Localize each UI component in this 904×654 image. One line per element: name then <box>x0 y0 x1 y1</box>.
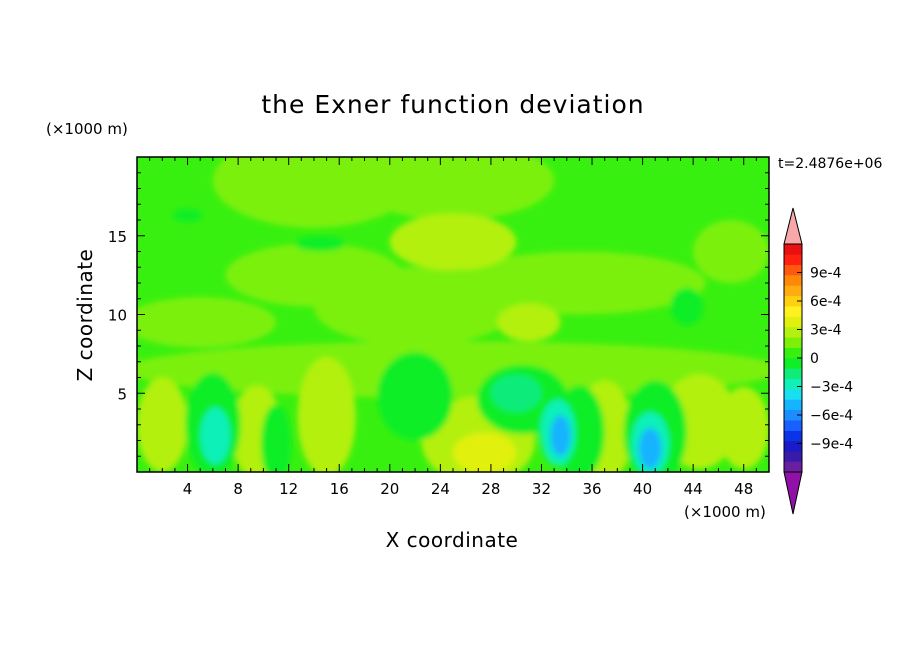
y-tick-label: 5 <box>117 385 127 403</box>
chart-title: the Exner function deviation <box>261 90 644 119</box>
colorbar-segment <box>784 461 802 473</box>
contour-region <box>638 427 662 469</box>
x-tick-label: 48 <box>734 480 753 498</box>
x-tick-label: 12 <box>279 480 298 498</box>
contour-region <box>351 157 555 220</box>
colorbar-label: 9e-4 <box>810 266 842 282</box>
colorbar-segment <box>784 295 802 307</box>
colorbar-segment <box>784 285 802 297</box>
x-tick-label: 4 <box>183 480 193 498</box>
y-tick-label: 10 <box>108 307 127 325</box>
contour-region <box>260 404 292 472</box>
colorbar-under-arrow <box>783 471 803 515</box>
colorbar-segment <box>784 358 802 369</box>
contour-region <box>718 386 769 469</box>
y-axis-label: Z coordinate <box>73 249 97 382</box>
colorbar-segment <box>784 347 802 359</box>
x-unit-label: (×1000 m) <box>684 503 766 521</box>
contour-region <box>670 287 704 326</box>
contour-region <box>297 357 356 472</box>
colorbar-label: 6e-4 <box>810 294 842 310</box>
colorbar-segment <box>784 275 802 286</box>
contour-region <box>497 303 561 342</box>
contour-region <box>137 377 188 472</box>
y-tick-label: 15 <box>108 228 127 246</box>
contour-region <box>453 251 706 315</box>
colorbar: 9e-4 6e-4 3e-4 0 −3e-4 −6e-4 −9e-4 <box>783 207 853 515</box>
colorbar-segment <box>784 399 802 411</box>
colorbar-segment <box>784 306 802 317</box>
y-axis-ticks: 5 10 15 <box>108 172 769 457</box>
contour-region <box>550 415 571 457</box>
contour-region <box>172 208 203 222</box>
x-tick-label: 20 <box>380 480 399 498</box>
colorbar-label: 3e-4 <box>810 323 842 339</box>
colorbar-segment <box>784 420 802 431</box>
contour-region <box>377 352 453 441</box>
contour-region <box>225 243 403 307</box>
colorbar-segment <box>784 244 802 255</box>
x-tick-label: 24 <box>431 480 450 498</box>
colorbar-label: 0 <box>810 351 819 367</box>
contour-field <box>137 157 769 472</box>
colorbar-segment <box>784 378 802 390</box>
x-axis-label: X coordinate <box>386 528 519 552</box>
x-tick-label: 28 <box>481 480 500 498</box>
x-tick-label: 32 <box>532 480 551 498</box>
colorbar-segment <box>784 430 802 442</box>
contour-region <box>453 432 517 472</box>
colorbar-label: −3e-4 <box>810 380 853 396</box>
colorbar-label: −6e-4 <box>810 408 853 424</box>
colorbar-segment <box>784 409 802 421</box>
colorbar-segment <box>784 451 802 462</box>
colorbar-label: −9e-4 <box>810 437 853 453</box>
contour-region <box>490 374 542 413</box>
contour-region <box>389 213 517 271</box>
time-label: t=2.4876e+06 <box>778 156 882 172</box>
contour-region <box>693 220 769 283</box>
y-unit-label: (×1000 m) <box>46 120 128 138</box>
colorbar-segment <box>784 326 802 338</box>
x-axis-ticks: 4 8 12 16 20 24 28 32 36 40 44 48 <box>149 157 757 498</box>
colorbar-segment <box>784 440 802 452</box>
colorbar-segment <box>784 254 802 266</box>
colorbar-segment <box>784 264 802 276</box>
contour-region <box>200 407 231 465</box>
colorbar-segment <box>784 316 802 328</box>
x-tick-label: 40 <box>633 480 652 498</box>
x-tick-label: 16 <box>330 480 349 498</box>
contour-region <box>137 297 277 348</box>
x-tick-label: 44 <box>684 480 703 498</box>
x-tick-label: 8 <box>233 480 243 498</box>
x-tick-label: 36 <box>582 480 601 498</box>
colorbar-segment <box>784 337 802 348</box>
colorbar-over-arrow <box>783 207 803 245</box>
colorbar-segment <box>784 368 802 380</box>
colorbar-segment <box>784 389 802 400</box>
contour-region <box>295 235 346 252</box>
